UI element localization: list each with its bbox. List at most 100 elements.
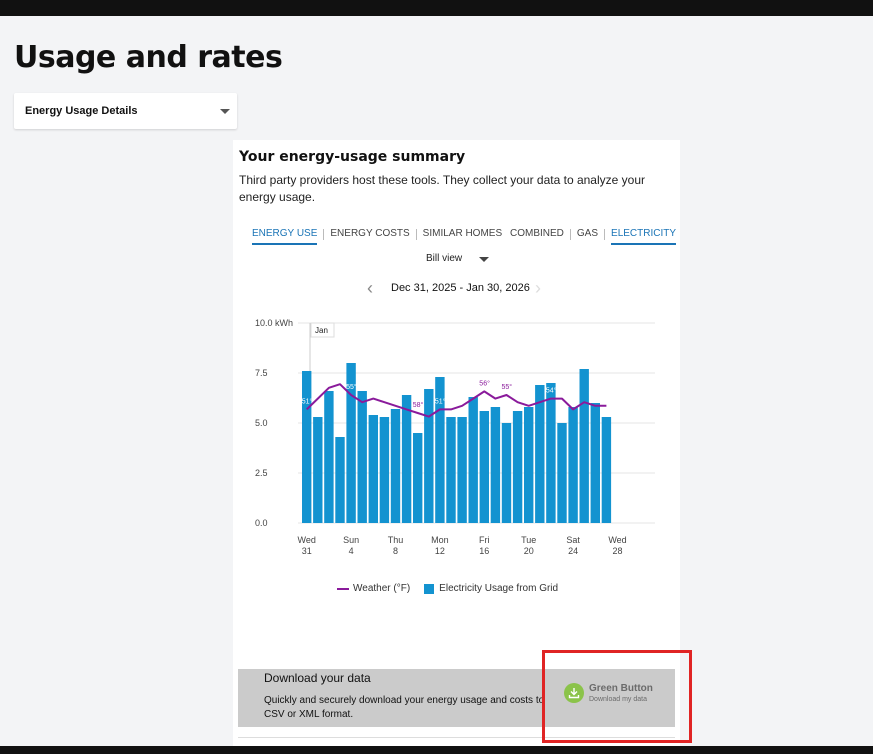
chevron-right-icon[interactable]: › xyxy=(535,278,541,298)
usage-bar xyxy=(401,395,412,523)
usage-bar xyxy=(435,377,445,523)
usage-bar xyxy=(579,369,589,523)
usage-bar xyxy=(490,407,501,523)
weather-data-label: 55° xyxy=(502,383,513,391)
tab-combined[interactable]: COMBINED xyxy=(510,228,564,239)
usage-bar xyxy=(357,391,367,523)
highlight-box xyxy=(542,650,692,743)
y-tick-label: 7.5 xyxy=(255,368,268,378)
usage-bar xyxy=(557,423,567,523)
y-tick-label: 5.0 xyxy=(255,418,268,428)
x-tick-day: Wed xyxy=(608,535,626,545)
download-title: Download your data xyxy=(264,671,371,685)
y-tick-label: 0.0 xyxy=(255,518,268,528)
weather-data-label: 54° xyxy=(546,387,557,395)
tab-separator xyxy=(604,229,606,240)
weather-data-label: 52° xyxy=(524,394,535,402)
x-tick-day: Wed xyxy=(298,535,316,545)
tab-energy-use[interactable]: ENERGY USE xyxy=(252,228,318,245)
view-select-label: Bill view xyxy=(426,253,463,264)
usage-bar xyxy=(457,417,467,523)
legend-label-weather: Weather (°F) xyxy=(353,583,411,594)
legend-swatch-weather xyxy=(337,587,349,590)
top-bar xyxy=(0,0,873,16)
usage-bar xyxy=(390,409,401,523)
view-select[interactable]: Bill view xyxy=(426,253,489,264)
x-tick-day: Tue xyxy=(521,535,536,545)
green-button-title: Green Button xyxy=(589,683,653,694)
x-tick-date: 12 xyxy=(435,546,445,556)
usage-bar xyxy=(324,391,334,523)
weather-data-label: 57° xyxy=(324,376,335,384)
usage-bar xyxy=(346,363,356,523)
weather-data-label: 55° xyxy=(346,383,357,391)
usage-bar xyxy=(512,411,523,523)
download-icon xyxy=(564,683,584,703)
weather-data-label: 56° xyxy=(479,379,490,387)
legend-label-electricity: Electricity Usage from Grid xyxy=(439,583,559,594)
green-button-subtitle: Download my data xyxy=(589,696,647,703)
weather-data-label: 53° xyxy=(568,397,579,405)
download-panel: Download your data Quickly and securely … xyxy=(238,669,675,727)
x-tick-date: 4 xyxy=(349,546,354,556)
metric-tabs: ENERGY USE ENERGY COSTS SIMILAR HOMES xyxy=(252,228,502,245)
month-marker-label: Jan xyxy=(315,326,328,335)
date-navigator: ‹ Dec 31, 2025 - Jan 30, 2026 › xyxy=(363,278,553,298)
weather-data-label: 52° xyxy=(391,394,402,402)
x-tick-date: 28 xyxy=(612,546,622,556)
green-button[interactable]: Green Button Download my data xyxy=(564,683,653,703)
x-tick-date: 24 xyxy=(568,546,578,556)
usage-chart: 0.0 2.5 5.0 7.5 10.0 kWh Jan 51° 57° 55° 54° 52° 58… xyxy=(255,318,655,556)
usage-bar xyxy=(568,407,578,523)
usage-bar xyxy=(335,437,345,523)
usage-bar xyxy=(468,397,478,523)
usage-bar xyxy=(368,415,378,523)
fuel-tabs: COMBINED GAS ELECTRICITY xyxy=(510,228,677,245)
x-tick-date: 20 xyxy=(524,546,534,556)
x-tick-date: 31 xyxy=(302,546,312,556)
y-unit-label: 10.0 kWh xyxy=(255,318,293,328)
usage-bar xyxy=(601,417,612,523)
weather-data-label: 51° xyxy=(302,397,313,405)
x-tick-date: 8 xyxy=(393,546,398,556)
summary-description: Third party providers host these tools. … xyxy=(239,173,645,204)
tab-separator xyxy=(415,229,417,240)
usage-bar xyxy=(524,407,534,523)
x-tick-date: 16 xyxy=(479,546,489,556)
usage-bar xyxy=(302,371,312,523)
usage-bar xyxy=(590,403,600,523)
usage-bar xyxy=(535,385,545,523)
chevron-down-icon xyxy=(220,109,230,114)
weather-data-label: 51° xyxy=(435,397,446,405)
weather-data-label: 58° xyxy=(413,401,424,409)
tab-gas[interactable]: GAS xyxy=(576,228,599,239)
bottom-bar xyxy=(0,746,873,754)
usage-bar xyxy=(424,389,434,523)
weather-data-label: 52° xyxy=(457,394,468,402)
usage-bar xyxy=(313,417,323,523)
usage-bar xyxy=(413,433,423,523)
weather-line xyxy=(306,383,607,418)
tab-separator xyxy=(323,229,325,240)
usage-bar xyxy=(479,411,489,523)
weather-data-label: 54° xyxy=(368,387,379,395)
y-tick-label: 2.5 xyxy=(255,468,268,478)
chevron-down-icon xyxy=(479,257,489,262)
chevron-left-icon[interactable]: ‹ xyxy=(367,278,373,298)
tab-energy-costs[interactable]: ENERGY COSTS xyxy=(330,228,410,239)
divider xyxy=(238,737,675,738)
usage-bar xyxy=(546,383,556,523)
x-tick-day: Thu xyxy=(388,535,404,545)
download-description: Quickly and securely download your energ… xyxy=(264,695,545,720)
dropdown-selected-label: Energy Usage Details xyxy=(25,105,138,117)
date-range: Dec 31, 2025 - Jan 30, 2026 xyxy=(391,282,530,294)
weather-data-label: 52° xyxy=(590,394,601,402)
tab-electricity[interactable]: ELECTRICITY xyxy=(611,228,677,245)
tab-similar-homes[interactable]: SIMILAR HOMES xyxy=(422,228,503,239)
summary-title: Your energy-usage summary xyxy=(239,149,466,165)
usage-bar xyxy=(501,423,512,523)
page-title: Usage and rates xyxy=(14,40,283,75)
usage-bar xyxy=(446,417,456,523)
usage-details-dropdown[interactable]: Energy Usage Details xyxy=(14,93,237,129)
x-tick-day: Sun xyxy=(343,535,359,545)
